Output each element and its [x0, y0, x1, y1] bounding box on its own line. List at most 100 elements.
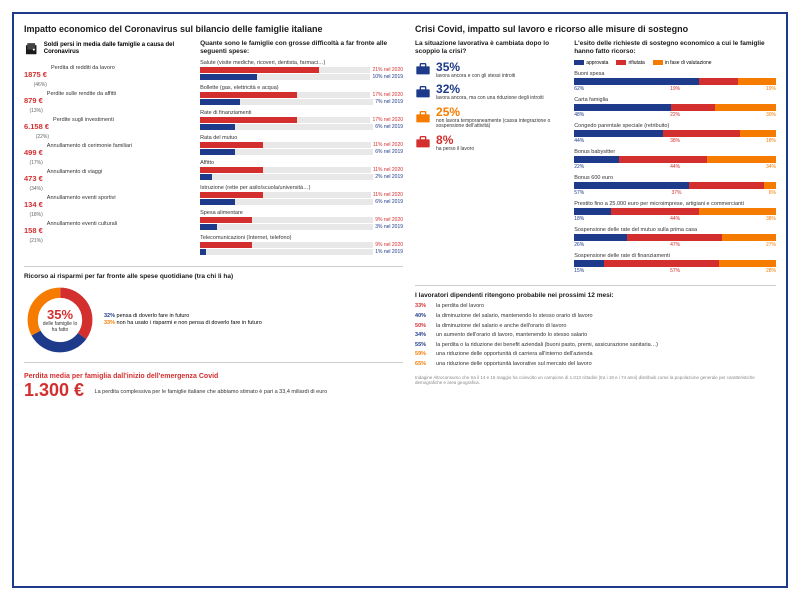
loss-pct: (17%)	[24, 160, 43, 166]
bar-2019: 6% nel 2019	[200, 199, 403, 205]
bar-2019: 2% nel 2019	[200, 174, 403, 180]
bars-heading: Quante sono le famiglie con grosse diffi…	[200, 40, 403, 56]
footnote: Indagine Altroconsumo che tra il 14 e 15…	[415, 375, 776, 386]
bar-2019: 6% nel 2019	[200, 124, 403, 130]
donut-notes: 32% pensa di doverlo fare in futuro33% n…	[104, 313, 262, 328]
support-legend: approvatarifiutatain fase di valutazione	[574, 60, 776, 66]
support-item: Bonus 600 euro 57% 37% 6%	[574, 175, 776, 196]
forecast-pct: 34%	[415, 332, 433, 339]
loss-label: Perdite sulle rendite da affitti	[47, 90, 116, 97]
bar-2020: 9% nel 2020	[200, 242, 403, 248]
support-seg-approved	[574, 156, 618, 163]
support-bar	[574, 208, 776, 215]
support-labels: 26% 47% 27%	[574, 242, 776, 248]
briefcase-icon	[415, 135, 431, 149]
forecast-text: una riduzione delle opportunità lavorati…	[436, 361, 592, 368]
situation-heading: La situazione lavorativa è cambiata dopo…	[415, 40, 564, 56]
bar-2020: 21% nel 2020	[200, 67, 403, 73]
forecast-pct: 59%	[415, 351, 433, 358]
bar-list: Salute (visite mediche, ricoveri, dentis…	[200, 60, 403, 255]
bar-2020: 9% nel 2020	[200, 217, 403, 223]
left-top-row: Soldi persi in media dalle famiglie a ca…	[24, 40, 403, 260]
total-loss-desc: La perdita complessiva per le famiglie i…	[95, 389, 328, 396]
support-seg-pending	[764, 182, 776, 189]
support-bar	[574, 182, 776, 189]
forecast-pct: 33%	[415, 303, 433, 310]
total-loss: Perdita media per famiglia dall'inizio d…	[24, 369, 403, 405]
loss-item: 158 € (21%) Annullamento eventi cultural…	[24, 220, 190, 244]
difficulty-bars: Quante sono le famiglie con grosse diffi…	[200, 40, 403, 260]
support-seg-rejected	[627, 234, 722, 241]
forecast-item: 40% la diminuzione del salario, mantenen…	[415, 313, 776, 320]
support-item: Buoni spesa 62% 19% 19%	[574, 71, 776, 92]
bar-group: Affitto 11% nel 2020 2% nel 2019	[200, 160, 403, 180]
bar-title: Telecomunicazioni (Internet, telefono)	[200, 235, 403, 241]
support-seg-approved	[574, 182, 689, 189]
forecast-item: 55% la perdita o la riduzione dei benefi…	[415, 342, 776, 349]
situation-item: 32% lavora ancora, ma con una riduzione …	[415, 82, 564, 102]
support-list: Buoni spesa 62% 19% 19% Carta famiglia 4…	[574, 71, 776, 274]
situation-text: non lavora temporaneamente (cassa integr…	[436, 119, 564, 130]
bar-2020: 17% nel 2020	[200, 117, 403, 123]
left-column: Impatto economico del Coronavirus sul bi…	[24, 24, 403, 576]
forecast-text: la perdita del lavoro	[436, 303, 484, 310]
support-title: Prestito fino a 25.000 euro per microimp…	[574, 201, 776, 207]
forecast-text: un aumento dell'orario di lavoro, manten…	[436, 332, 587, 339]
forecast-list: 33% la perdita del lavoro 40% la diminuz…	[415, 303, 776, 370]
support-bar	[574, 156, 776, 163]
forecast-item: 33% la perdita del lavoro	[415, 303, 776, 310]
support-item: Sospensione delle rate di finanziamenti …	[574, 253, 776, 274]
donut-note: 33% non ha usato i risparmi e non pensa …	[104, 320, 262, 328]
loss-pct: (18%)	[24, 212, 43, 218]
divider	[24, 362, 403, 363]
donut-heading: Ricorso ai risparmi per far fronte alle …	[24, 273, 403, 281]
support-title: Congedo parentale speciale (retribuito)	[574, 123, 776, 129]
bar-title: Spesa alimentare	[200, 210, 403, 216]
support-seg-pending	[719, 260, 776, 267]
donut-chart: 35% delle famiglie lo ha fatto	[24, 284, 96, 356]
support-labels: 57% 37% 6%	[574, 190, 776, 196]
situation-list: 35% lavora ancora e con gli stessi intro…	[415, 60, 564, 153]
loss-label: Annullamento eventi culturali	[47, 220, 117, 227]
bar-2019: 1% nel 2019	[200, 249, 403, 255]
bar-title: Salute (visite mediche, ricoveri, dentis…	[200, 60, 403, 66]
loss-amount: 879 €	[24, 96, 43, 105]
bar-title: Istruzione (rette per asilo/scuola/unive…	[200, 185, 403, 191]
support-labels: 22% 44% 34%	[574, 164, 776, 170]
legend-item: rifiutata	[616, 60, 644, 66]
briefcase-icon	[415, 62, 431, 76]
loss-item: 879 € (13%) Perdite sulle rendite da aff…	[24, 90, 190, 114]
situation-pct: 25%	[436, 105, 564, 119]
forecast-heading: I lavoratori dipendenti ritengono probab…	[415, 292, 776, 300]
loss-pct: (34%)	[24, 186, 43, 192]
loss-amount: 134 €	[24, 200, 43, 209]
loss-pct: (13%)	[24, 108, 43, 114]
situation-text: ha perso il lavoro	[436, 147, 474, 153]
forecast-pct: 40%	[415, 313, 433, 320]
legend-label: in fase di valutazione	[665, 60, 712, 66]
forecast-pct: 55%	[415, 342, 433, 349]
situation-pct: 35%	[436, 60, 515, 74]
situation-pct: 32%	[436, 82, 544, 96]
forecast-item: 34% un aumento dell'orario di lavoro, ma…	[415, 332, 776, 339]
loss-list: 1875 € (46%) Perdita di redditi da lavor…	[24, 64, 190, 244]
forecast-text: una riduzione delle opportunità di carri…	[436, 351, 593, 358]
bar-title: Affitto	[200, 160, 403, 166]
support-seg-approved	[574, 208, 610, 215]
total-loss-value: 1.300 €	[24, 380, 84, 401]
briefcase-icon	[415, 85, 431, 99]
support-labels: 44% 38% 18%	[574, 138, 776, 144]
bar-2019: 10% nel 2019	[200, 74, 403, 80]
loss-item: 134 € (18%) Annullamento eventi sportivi	[24, 194, 190, 218]
loss-pct: (46%)	[24, 82, 47, 88]
total-loss-title: Perdita media per famiglia dall'inizio d…	[24, 373, 403, 380]
bar-2019: 3% nel 2019	[200, 224, 403, 230]
wallet-icon	[24, 40, 40, 58]
bar-group: Istruzione (rette per asilo/scuola/unive…	[200, 185, 403, 205]
loss-label: Annullamento di viaggi	[47, 168, 102, 175]
infographic: Impatto economico del Coronavirus sul bi…	[12, 12, 788, 588]
loss-label: Perdita di redditi da lavoro	[51, 64, 115, 71]
bar-title: Rata del mutuo	[200, 135, 403, 141]
losses-heading: Soldi persi in media dalle famiglie a ca…	[44, 42, 190, 56]
support-bar	[574, 130, 776, 137]
